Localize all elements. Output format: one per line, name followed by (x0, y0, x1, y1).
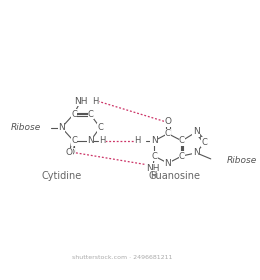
Text: N: N (87, 136, 94, 145)
Text: C: C (88, 110, 94, 119)
Text: O: O (68, 148, 75, 157)
Text: O: O (65, 148, 72, 157)
Text: shutterstock.com · 2496681211: shutterstock.com · 2496681211 (72, 255, 172, 260)
Text: Ribose: Ribose (11, 123, 41, 132)
Text: H: H (135, 136, 141, 145)
Text: C: C (98, 123, 103, 132)
Text: C: C (179, 136, 185, 145)
Text: C: C (151, 151, 157, 160)
Text: H: H (92, 97, 99, 106)
Text: Ribose: Ribose (226, 156, 257, 165)
Text: Guanosine: Guanosine (149, 171, 201, 181)
Text: N: N (165, 159, 171, 168)
Text: O: O (164, 117, 171, 126)
Text: C: C (179, 151, 185, 160)
Text: N: N (58, 123, 65, 132)
Text: N: N (193, 148, 200, 157)
Text: C: C (71, 136, 77, 145)
Text: Cytidine: Cytidine (41, 171, 82, 181)
Text: C: C (71, 110, 77, 119)
Text: NH: NH (146, 164, 160, 172)
Text: C: C (202, 137, 208, 146)
Text: N: N (193, 127, 200, 136)
Text: C: C (165, 129, 171, 138)
Text: N: N (151, 136, 158, 145)
Text: H: H (100, 136, 106, 145)
Text: NH: NH (74, 97, 88, 106)
Text: H: H (150, 171, 156, 180)
